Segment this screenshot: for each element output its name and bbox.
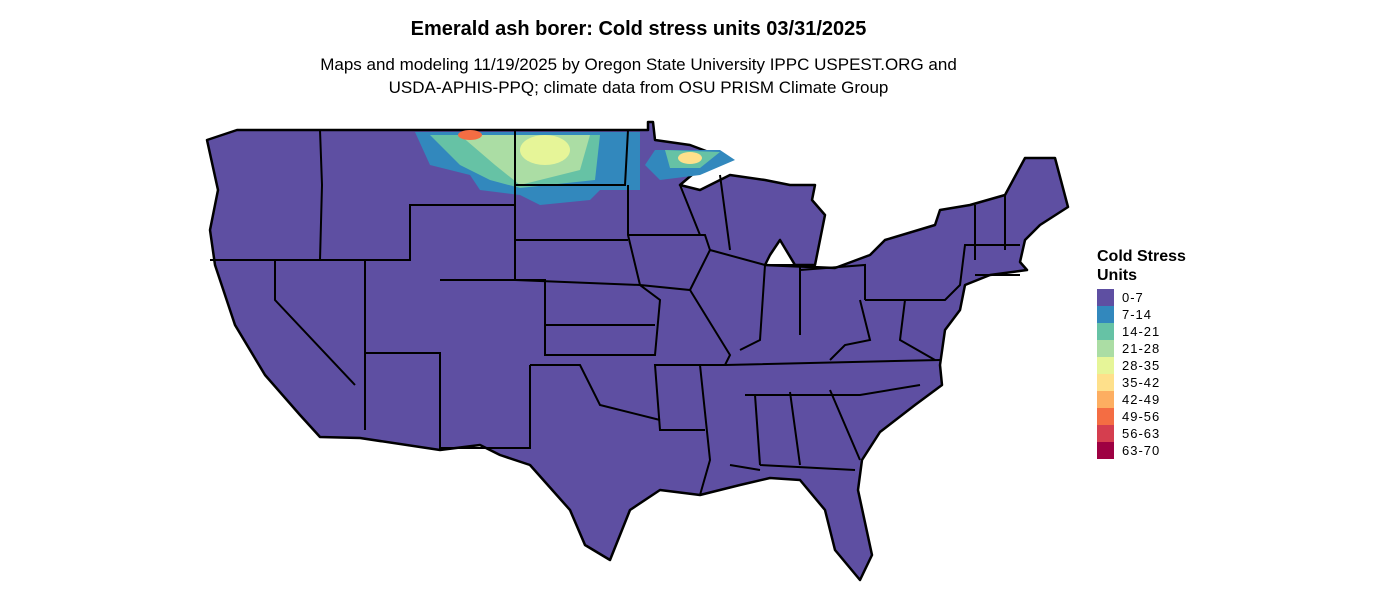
legend-item: 42-49 — [1097, 391, 1186, 408]
map-title: Emerald ash borer: Cold stress units 03/… — [410, 18, 867, 40]
conus-outline — [205, 120, 1070, 582]
legend-item: 7-14 — [1097, 306, 1186, 323]
legend-label: 14-21 — [1122, 324, 1161, 339]
legend: Cold Stress Units 0-7 7-14 14-21 21-28 28-35… — [1097, 247, 1186, 459]
legend-swatch — [1097, 442, 1114, 459]
legend-label: 35-42 — [1122, 375, 1161, 390]
legend-swatch — [1097, 425, 1114, 442]
legend-title-line-1: Cold Stress — [1097, 248, 1186, 265]
legend-title: Cold Stress Units — [1097, 247, 1186, 285]
legend-item: 35-42 — [1097, 374, 1186, 391]
legend-item: 0-7 — [1097, 289, 1186, 306]
legend-item: 21-28 — [1097, 340, 1186, 357]
legend-swatch — [1097, 408, 1114, 425]
legend-label: 0-7 — [1122, 290, 1144, 305]
legend-label: 7-14 — [1122, 307, 1153, 322]
cold-stress-high-region — [415, 130, 735, 205]
legend-swatch — [1097, 357, 1114, 374]
legend-item: 63-70 — [1097, 442, 1186, 459]
legend-swatch — [1097, 289, 1114, 306]
map-subtitle-line-2: USDA-APHIS-PPQ; climate data from OSU PR… — [388, 78, 889, 97]
legend-item: 28-35 — [1097, 357, 1186, 374]
legend-item: 14-21 — [1097, 323, 1186, 340]
map-subtitle-line-1: Maps and modeling 11/19/2025 by Oregon S… — [320, 55, 957, 74]
state-borders — [210, 129, 1020, 496]
legend-swatch — [1097, 306, 1114, 323]
legend-label: 49-56 — [1122, 409, 1161, 424]
legend-swatch — [1097, 391, 1114, 408]
legend-label: 21-28 — [1122, 341, 1161, 356]
legend-swatch — [1097, 340, 1114, 357]
legend-swatch — [1097, 323, 1114, 340]
legend-label: 42-49 — [1122, 392, 1161, 407]
legend-swatch — [1097, 374, 1114, 391]
legend-label: 63-70 — [1122, 443, 1161, 458]
legend-title-line-2: Units — [1097, 267, 1137, 284]
legend-item: 56-63 — [1097, 425, 1186, 442]
legend-label: 28-35 — [1122, 358, 1161, 373]
legend-label: 56-63 — [1122, 426, 1161, 441]
legend-item: 49-56 — [1097, 408, 1186, 425]
